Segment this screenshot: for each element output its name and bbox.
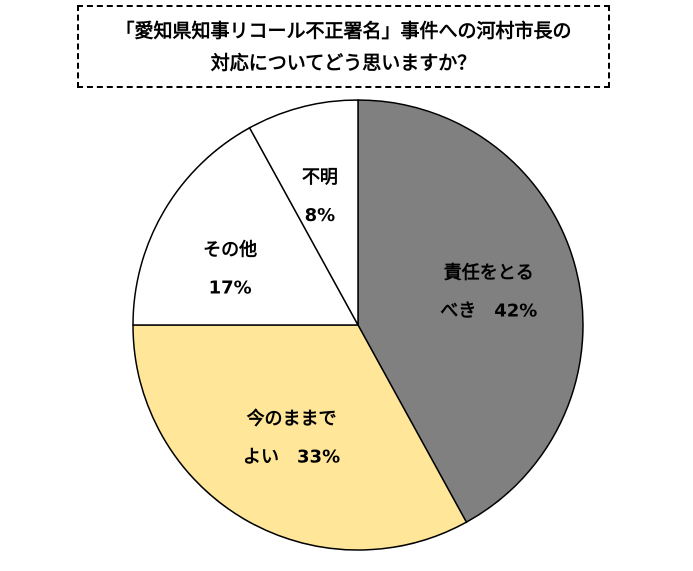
slice-sonota-value-label: 17% xyxy=(209,277,252,298)
chart-title-line-2: 対応についてどう思いますか？ xyxy=(210,51,477,74)
slice-sekinin-label-0: 責任をとる xyxy=(444,261,534,283)
slice-sekinin-label-1: べき 42% xyxy=(440,300,537,321)
slice-fumei-label-0: 不明 xyxy=(302,167,338,188)
slice-fumei xyxy=(248,99,359,326)
chart-title-line-1: 「愛知県知事リコール不正署名」事件への河村市長の xyxy=(115,19,572,42)
slice-imanomama-label-0: 今のままで xyxy=(247,407,337,429)
slice-sekinin xyxy=(357,99,584,524)
slice-imanomama xyxy=(132,324,468,551)
slice-sonota xyxy=(132,126,360,326)
slice-imanomama-label-1: よい 33% xyxy=(243,446,340,467)
slice-fumei-value-label: 8% xyxy=(305,205,336,226)
chart-title-box: 「愛知県知事リコール不正署名」事件への河村市長の 対応についてどう思いますか？ xyxy=(77,5,610,88)
slice-sonota-label-0: その他 xyxy=(203,238,257,260)
